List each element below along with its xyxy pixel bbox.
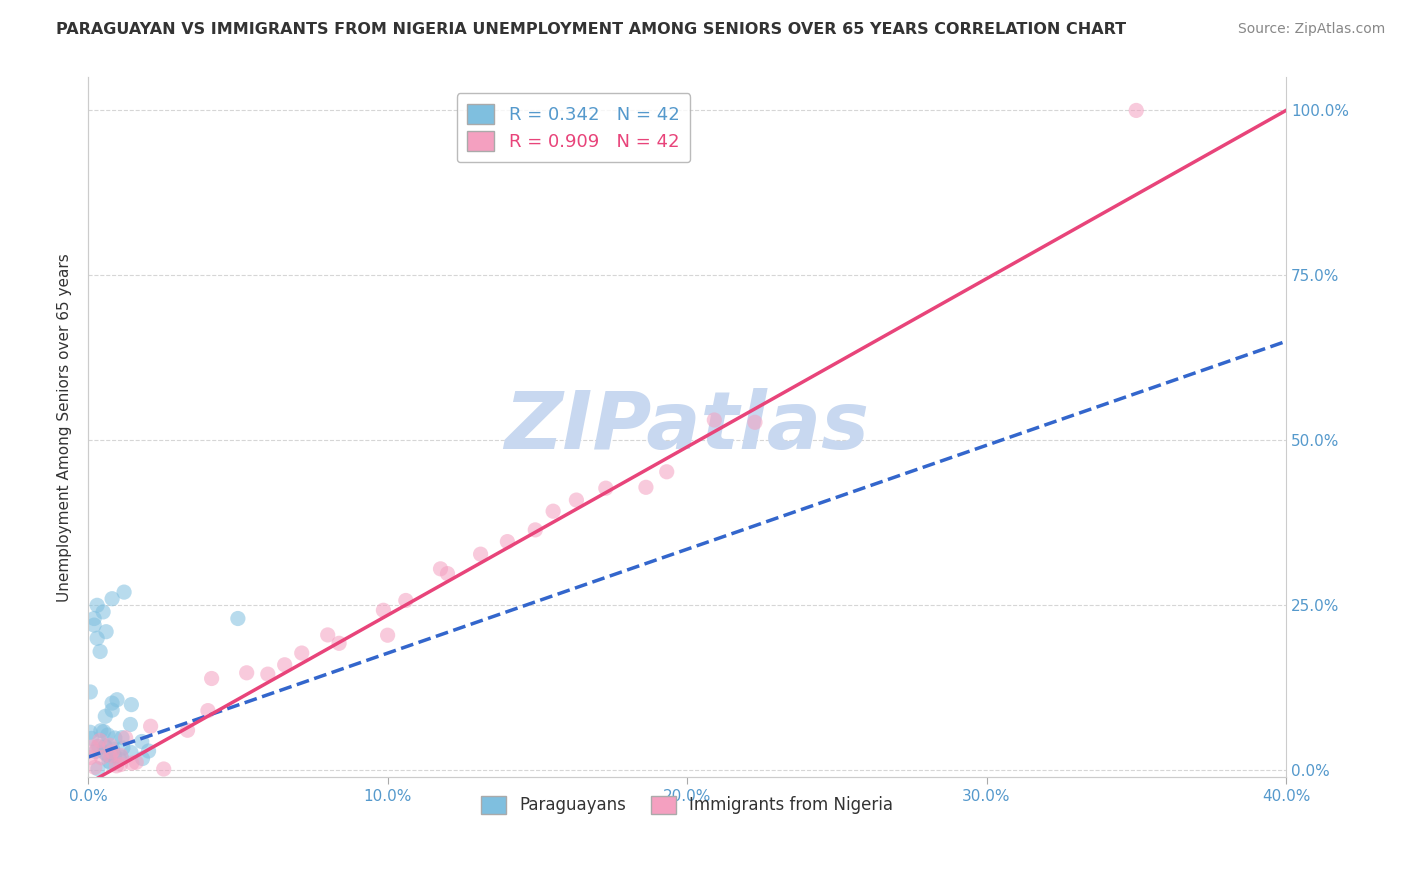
Point (595, 481, 617, 495)
Point (110, 750, 132, 764)
Text: ZIPatlas: ZIPatlas (505, 388, 869, 467)
Point (101, 591, 124, 606)
Point (138, 744, 160, 758)
Point (436, 566, 458, 581)
Point (105, 692, 128, 706)
Point (94, 739, 117, 753)
Point (84, 744, 107, 758)
Point (131, 751, 153, 765)
Point (541, 504, 564, 518)
Point (524, 523, 547, 537)
Point (89, 644, 111, 658)
Point (79, 725, 101, 739)
Point (429, 562, 451, 576)
Point (634, 480, 657, 494)
Point (90, 723, 112, 738)
Point (1125, 103, 1147, 118)
Point (86, 599, 108, 613)
Point (111, 731, 134, 745)
Point (111, 741, 134, 756)
Point (496, 534, 519, 549)
Point (83, 611, 105, 625)
Point (152, 762, 174, 776)
Point (655, 465, 678, 479)
Point (89, 733, 111, 747)
Y-axis label: Unemployment Among Seniors over 65 years: Unemployment Among Seniors over 65 years (58, 252, 72, 601)
Point (86, 632, 108, 646)
Point (114, 731, 136, 745)
Point (120, 745, 142, 759)
Point (121, 756, 143, 771)
Point (273, 657, 295, 672)
Point (108, 752, 131, 766)
Point (470, 547, 492, 561)
Point (744, 415, 766, 429)
Point (79, 750, 101, 764)
Point (103, 749, 125, 764)
Point (91, 605, 114, 619)
Text: PARAGUAYAN VS IMMIGRANTS FROM NIGERIA UNEMPLOYMENT AMONG SENIORS OVER 65 YEARS C: PARAGUAYAN VS IMMIGRANTS FROM NIGERIA UN… (56, 22, 1126, 37)
Point (105, 759, 128, 773)
Point (100, 756, 122, 771)
Point (197, 704, 219, 718)
Point (139, 719, 162, 733)
Point (98, 748, 121, 763)
Point (201, 672, 224, 686)
Point (101, 742, 124, 756)
Point (80, 731, 103, 746)
Point (83, 618, 105, 632)
Point (110, 748, 132, 763)
Point (93, 724, 115, 739)
Point (97, 728, 120, 742)
Text: Source: ZipAtlas.com: Source: ZipAtlas.com (1237, 22, 1385, 37)
Point (112, 585, 135, 599)
Point (377, 628, 399, 642)
Point (94, 624, 117, 639)
Point (87, 739, 110, 754)
Point (291, 646, 314, 660)
Point (98, 739, 121, 753)
Point (80, 740, 103, 755)
Point (96, 747, 118, 762)
Point (101, 696, 124, 710)
Point (703, 413, 725, 427)
Point (565, 493, 588, 508)
Point (110, 757, 132, 772)
Point (101, 745, 124, 759)
Point (235, 665, 257, 680)
Point (104, 731, 127, 745)
Point (256, 667, 278, 681)
Legend: Paraguayans, Immigrants from Nigeria: Paraguayans, Immigrants from Nigeria (471, 786, 903, 824)
Point (226, 611, 249, 625)
Point (120, 717, 142, 731)
Point (131, 734, 153, 748)
Point (86, 739, 108, 754)
Point (101, 703, 124, 717)
Point (125, 756, 148, 770)
Point (328, 636, 350, 650)
Point (90, 750, 112, 764)
Point (94, 739, 117, 754)
Point (94, 709, 117, 723)
Point (83, 760, 105, 774)
Point (120, 698, 142, 712)
Point (373, 603, 395, 617)
Point (316, 628, 339, 642)
Point (79, 685, 101, 699)
Point (87, 762, 110, 776)
Point (395, 593, 418, 607)
Point (93, 746, 115, 760)
Point (176, 723, 198, 738)
Point (98, 754, 121, 768)
